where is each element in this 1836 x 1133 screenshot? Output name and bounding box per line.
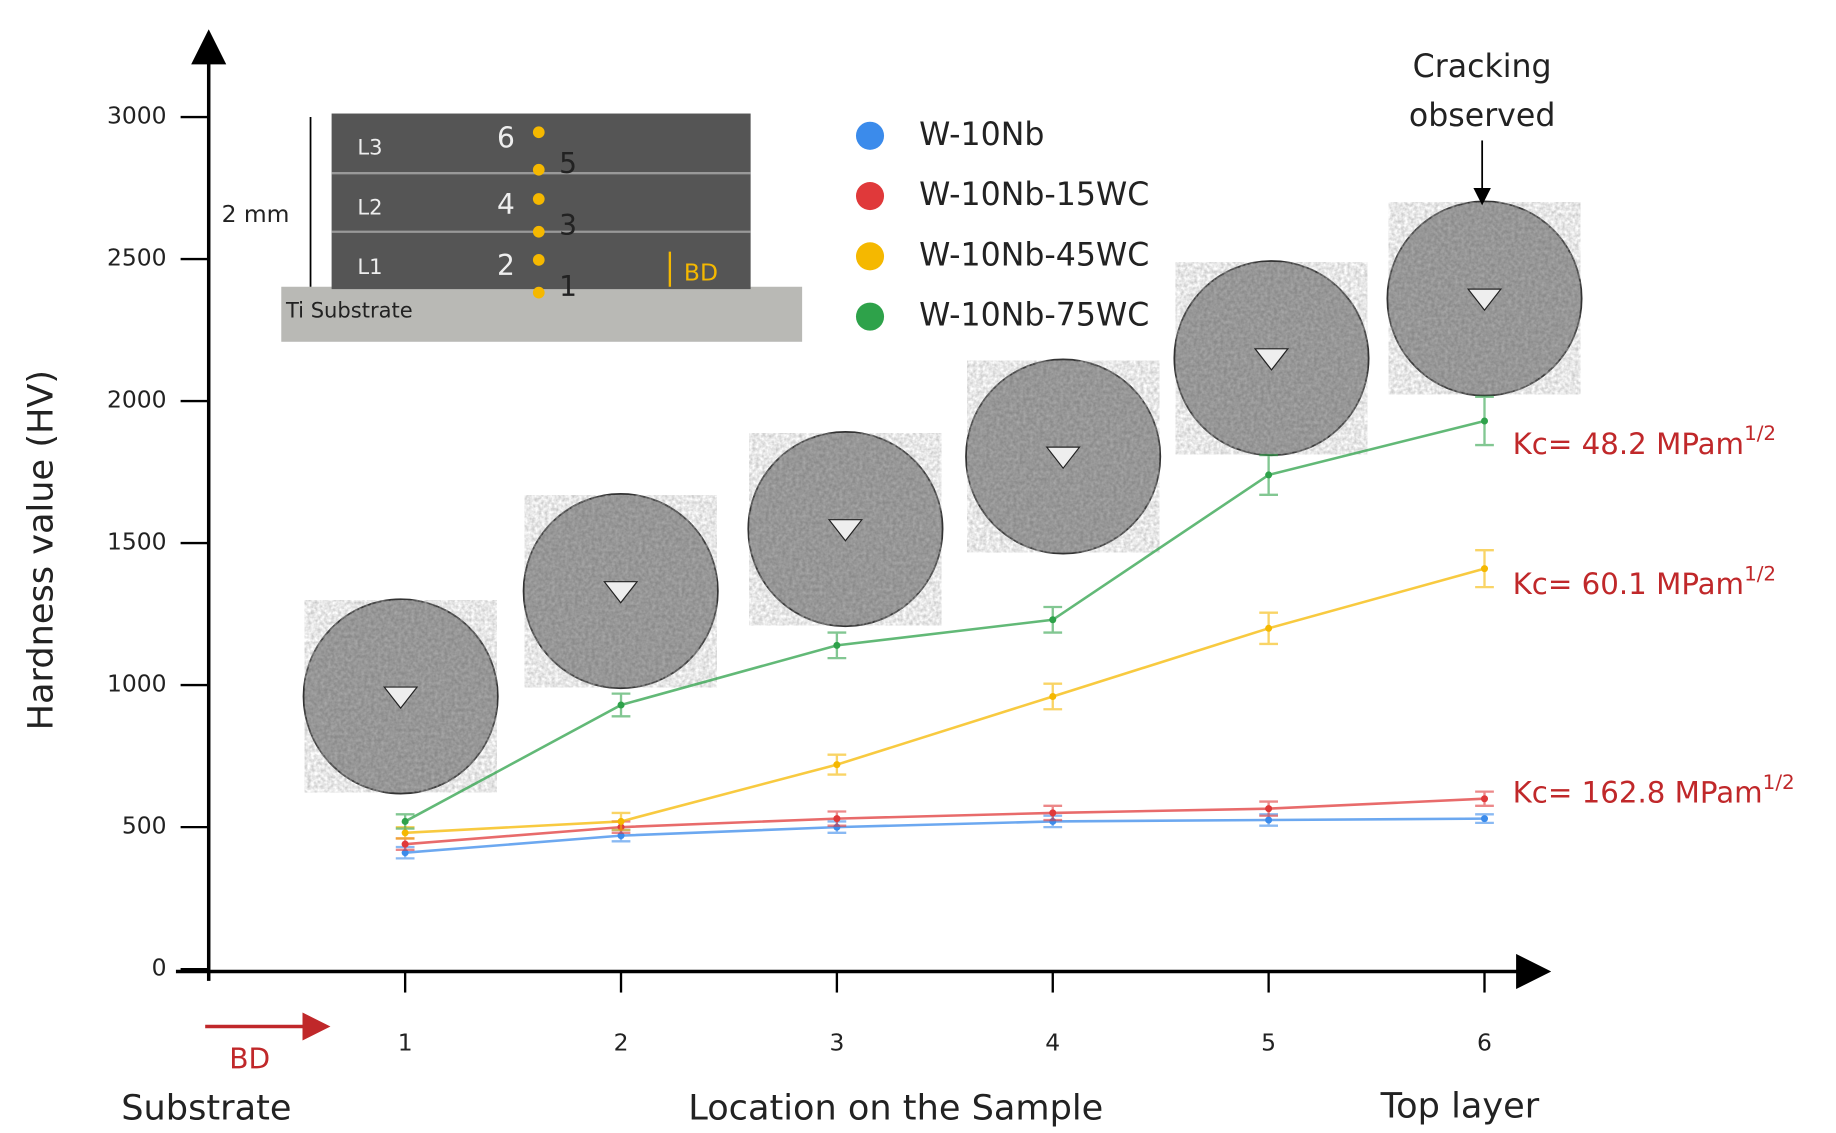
annotation: Kc= 60.1 MPam1/2: [1513, 562, 1776, 601]
data-point: [833, 642, 840, 649]
y-tick-label: 500: [122, 812, 167, 840]
crack-note: Cracking: [1413, 49, 1552, 85]
data-point: [1049, 616, 1056, 623]
legend-marker: [856, 303, 884, 331]
data-point: [1265, 625, 1272, 632]
annotation-sup: 1/2: [1763, 771, 1795, 794]
data-point: [618, 818, 625, 825]
data-point: [1049, 809, 1056, 816]
data-point: [1265, 471, 1272, 478]
y-tick-label: 1000: [107, 670, 167, 698]
data-point: [1481, 795, 1488, 802]
point-label: 2: [497, 249, 515, 282]
series-line: [405, 799, 1484, 844]
legend-label: W-10Nb-45WC: [919, 237, 1149, 273]
point-dot: [533, 164, 545, 176]
point-label: 4: [497, 188, 515, 221]
point-label: 3: [559, 209, 577, 242]
legend-marker: [856, 122, 884, 150]
y-axis-title: Hardness value (HV): [20, 370, 61, 731]
data-point: [1049, 693, 1056, 700]
point-dot: [533, 287, 545, 299]
legend-marker: [856, 182, 884, 210]
substrate-label: Ti Substrate: [285, 297, 413, 322]
point-label: 5: [559, 147, 577, 180]
y-tick-label: 0: [152, 954, 167, 982]
x-start-label: Substrate: [121, 1088, 291, 1129]
legend-label: W-10Nb: [919, 117, 1044, 153]
layer-label: L1: [357, 254, 382, 279]
inset: 2 mm BD Ti Substrate L3 L2 L1 6 5 4 3 2 1: [222, 114, 803, 342]
page: 2 mm BD Ti Substrate L3 L2 L1 6 5 4 3 2 1 BD Sub…: [0, 0, 1836, 1133]
data-point: [1481, 815, 1488, 822]
data-point: [402, 841, 409, 848]
layer-label: L3: [357, 135, 382, 160]
y-tick-label: 2000: [107, 386, 167, 414]
x-tick-label: 1: [398, 1029, 413, 1057]
annotation-text: Kc= 162.8 MPam: [1513, 775, 1763, 809]
annotation-text: Kc= 48.2 MPam: [1513, 426, 1744, 460]
x-end-label: Top layer: [1380, 1085, 1540, 1126]
x-axis-title: Location on the Sample: [688, 1088, 1103, 1129]
data-point: [402, 818, 409, 825]
data-point: [1265, 817, 1272, 824]
annotation: Kc= 48.2 MPam1/2: [1513, 422, 1776, 461]
y-tick-label: 1500: [107, 528, 167, 556]
y-tick-label: 3000: [107, 102, 167, 130]
data-point: [833, 761, 840, 768]
point-dot: [533, 226, 545, 238]
annotation-sup: 1/2: [1744, 562, 1776, 585]
chart: 2 mm BD Ti Substrate L3 L2 L1 6 5 4 3 2 1 BD Sub…: [0, 0, 1836, 1133]
point-label: 6: [497, 121, 515, 154]
crack-note: observed: [1409, 98, 1555, 134]
bd-label: BD: [684, 258, 718, 286]
data-point: [618, 701, 625, 708]
point-dot: [533, 254, 545, 266]
data-point: [1481, 565, 1488, 572]
data-point: [1481, 417, 1488, 424]
legend-marker: [856, 242, 884, 270]
point-label: 1: [559, 270, 577, 303]
y-tick-label: 2500: [107, 244, 167, 272]
annotation-text: Kc= 60.1 MPam: [1513, 567, 1744, 601]
scale-label: 2 mm: [222, 200, 290, 228]
data-point: [402, 829, 409, 836]
legend-label: W-10Nb-75WC: [919, 298, 1149, 334]
layer-label: L2: [357, 194, 382, 219]
point-dot: [533, 193, 545, 205]
annotation-sup: 1/2: [1744, 422, 1776, 445]
bd-label: BD: [229, 1042, 270, 1075]
point-dot: [533, 126, 545, 138]
x-tick-label: 4: [1045, 1029, 1060, 1057]
x-tick-label: 6: [1477, 1029, 1492, 1057]
annotation: Kc= 162.8 MPam1/2: [1513, 771, 1795, 810]
x-tick-label: 2: [614, 1029, 629, 1057]
x-tick-label: 5: [1261, 1029, 1276, 1057]
x-tick-label: 3: [829, 1029, 844, 1057]
legend-label: W-10Nb-15WC: [919, 177, 1149, 213]
data-point: [833, 815, 840, 822]
data-point: [1265, 805, 1272, 812]
